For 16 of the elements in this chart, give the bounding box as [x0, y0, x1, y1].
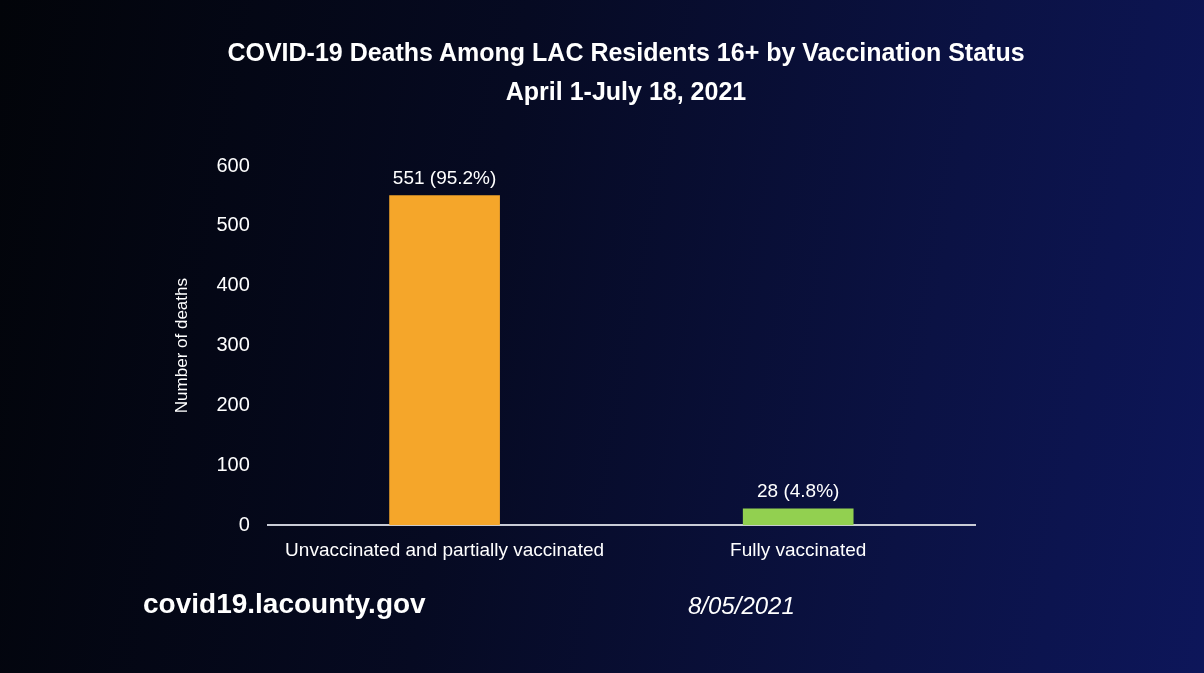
chart-title: COVID-19 Deaths Among LAC Residents 16+ by Vaccination Status — [227, 38, 1025, 67]
y-axis-title: Number of deaths — [171, 278, 191, 414]
data-label: 551 (95.2%) — [392, 167, 497, 189]
y-tick-label: 600 — [216, 153, 250, 176]
y-tick-label: 500 — [216, 213, 250, 236]
x-tick-label: Fully vaccinated — [730, 538, 867, 560]
y-tick-label: 0 — [238, 512, 250, 535]
x-tick-label: Unvaccinated and partially vaccinated — [285, 538, 605, 560]
text: 8/05/2021 — [688, 592, 795, 619]
y-tick-label: 200 — [216, 392, 250, 415]
chart-subtitle: April 1-July 18, 2021 — [505, 77, 747, 106]
y-tick-label: 100 — [216, 452, 250, 475]
text: covid19.lacounty.gov — [143, 588, 426, 619]
y-tick-label: 300 — [216, 333, 250, 356]
y-tick-label: 400 — [216, 273, 250, 296]
data-label: 28 (4.8%) — [757, 480, 840, 502]
